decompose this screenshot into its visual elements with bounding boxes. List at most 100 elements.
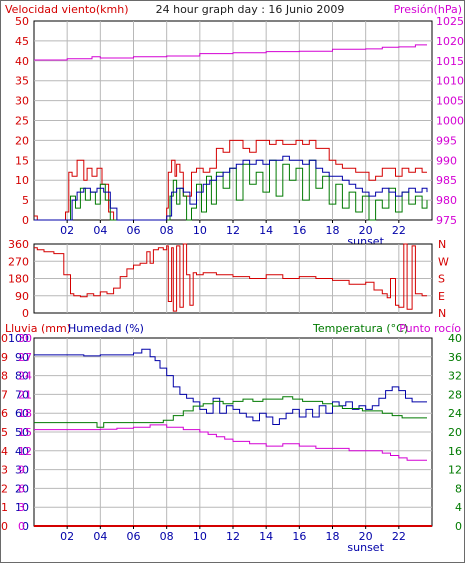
humidity-ytick-label-7: 70 xyxy=(15,388,29,401)
pressure-ytick-label-1: 980 xyxy=(436,194,457,207)
temperature-ytick-label-4: 16 xyxy=(448,445,462,458)
pressure-ytick-label-7: 1010 xyxy=(436,75,464,88)
chart-title: 24 hour graph day : 16 Junio 2009 xyxy=(156,3,345,16)
humidity-temperature-series-temperature xyxy=(34,396,427,428)
pressure-ytick-label-10: 1025 xyxy=(436,15,464,28)
rain-ytick-label-1: 1 xyxy=(1,501,8,514)
temperature-ytick-label-6: 24 xyxy=(448,407,462,420)
rain-ytick-label-9: 9 xyxy=(1,351,8,364)
wind-ytick-label-1: 5 xyxy=(22,194,29,207)
pressure-ytick-label-9: 1020 xyxy=(436,35,464,48)
direction-ytick-label-4: 360 xyxy=(8,238,29,251)
direction-compass-label-1: W xyxy=(438,255,449,268)
rain-ytick-label-7: 7 xyxy=(1,388,8,401)
rain-ytick-label-5: 5 xyxy=(1,426,8,439)
wind-ytick-label-10: 50 xyxy=(15,15,29,28)
pressure-ytick-label-8: 1015 xyxy=(436,55,464,68)
dewpoint-left-ytick-label-0: 0 xyxy=(18,520,25,533)
wind-pressure-xtick-label-8: 18 xyxy=(326,224,340,237)
temperature-ytick-label-2: 8 xyxy=(455,482,462,495)
direction-ytick-label-2: 180 xyxy=(8,273,29,286)
temperature-ytick-label-1: 4 xyxy=(455,501,462,514)
humidity-temperature-xtick-label-6: 14 xyxy=(259,530,273,543)
rain-ytick-label-6: 6 xyxy=(1,407,8,420)
wind-axis-title: Velocidad viento(kmh) xyxy=(5,3,129,16)
dewpoint-axis-title: Punto rocío xyxy=(399,322,461,335)
rain-ytick-label-2: 2 xyxy=(1,482,8,495)
humidity-axis-title: Humedad (%) xyxy=(68,322,144,335)
direction-compass-label-4: N xyxy=(438,307,446,320)
dewpoint-left-ytick-label-1: 3 xyxy=(18,501,25,514)
pressure-ytick-label-0: 975 xyxy=(436,214,457,227)
wind-direction-series xyxy=(34,243,427,312)
wind-pressure-xtick-label-7: 16 xyxy=(292,224,306,237)
humidity-temperature-xtick-label-3: 08 xyxy=(160,530,174,543)
wind-ytick-label-8: 40 xyxy=(15,55,29,68)
humidity-ytick-label-5: 50 xyxy=(15,426,29,439)
wind-ytick-label-7: 35 xyxy=(15,75,29,88)
wind-pressure-series-wind-avg xyxy=(34,155,428,221)
temperature-axis-title: Temperatura (°C) xyxy=(312,322,408,335)
rain-ytick-label-3: 3 xyxy=(1,464,8,477)
wind-pressure-xtick-label-2: 06 xyxy=(127,224,141,237)
humidity-temperature-xtick-label-7: 16 xyxy=(292,530,306,543)
pressure-axis-title: Presión(hPa) xyxy=(394,3,462,16)
direction-ytick-label-0: 0 xyxy=(22,307,29,320)
humidity-temperature-xtick-label-1: 04 xyxy=(93,530,107,543)
humidity-ytick-label-1: 10 xyxy=(15,501,29,514)
rain-ytick-label-10: 10 xyxy=(1,332,8,345)
temperature-ytick-label-3: 12 xyxy=(448,464,462,477)
rain-ytick-label-0: 0 xyxy=(1,520,8,533)
humidity-temperature-xtick-label-8: 18 xyxy=(326,530,340,543)
direction-compass-label-3: E xyxy=(438,290,445,303)
direction-ytick-label-1: 90 xyxy=(15,290,29,303)
humidity-temperature-xtick-sunset-label: sunset xyxy=(347,541,384,554)
pressure-ytick-label-6: 1005 xyxy=(436,95,464,108)
humidity-ytick-label-4: 40 xyxy=(15,445,29,458)
wind-pressure-xtick-label-4: 10 xyxy=(193,224,207,237)
wind-pressure-xtick-label-9: 20 xyxy=(359,224,373,237)
dewpoint-left-ytick-label-6: 18 xyxy=(18,407,32,420)
wind-pressure-xtick-label-0: 02 xyxy=(60,224,74,237)
wind-ytick-label-6: 30 xyxy=(15,95,29,108)
humidity-temperature-xtick-label-0: 02 xyxy=(60,530,74,543)
humidity-ytick-label-2: 20 xyxy=(15,482,29,495)
temperature-ytick-label-10: 40 xyxy=(448,332,462,345)
humidity-temperature-series-dewpoint xyxy=(34,424,427,461)
direction-compass-label-0: N xyxy=(438,238,446,251)
dewpoint-left-ytick-label-5: 15 xyxy=(18,426,32,439)
rain-axis-title: Lluvia (mm) xyxy=(5,322,71,335)
humidity-ytick-label-0: 0 xyxy=(22,520,29,533)
dewpoint-left-ytick-label-10: 30 xyxy=(18,332,32,345)
temperature-ytick-label-7: 28 xyxy=(448,388,462,401)
dewpoint-left-ytick-label-7: 21 xyxy=(18,388,32,401)
wind-pressure-xtick-label-6: 14 xyxy=(259,224,273,237)
humidity-ytick-label-3: 30 xyxy=(15,464,29,477)
dewpoint-left-ytick-label-9: 27 xyxy=(18,351,32,364)
pressure-ytick-label-3: 990 xyxy=(436,154,457,167)
wind-pressure-xtick-label-1: 04 xyxy=(93,224,107,237)
humidity-temperature-xtick-label-9: 20 xyxy=(359,530,373,543)
wind-pressure-series-wind-gust xyxy=(34,139,427,221)
wind-pressure-xtick-label-3: 08 xyxy=(160,224,174,237)
wind-ytick-label-3: 15 xyxy=(15,154,29,167)
wind-ytick-label-4: 20 xyxy=(15,134,29,147)
humidity-temperature-series-humidity xyxy=(34,348,427,425)
dewpoint-left-ytick-label-3: 9 xyxy=(18,464,25,477)
humidity-temperature-xtick-label-4: 10 xyxy=(193,530,207,543)
pressure-ytick-label-2: 985 xyxy=(436,174,457,187)
temperature-ytick-label-0: 0 xyxy=(455,520,462,533)
pressure-ytick-label-4: 995 xyxy=(436,134,457,147)
dewpoint-left-ytick-label-4: 12 xyxy=(18,445,32,458)
wind-ytick-label-2: 10 xyxy=(15,174,29,187)
temperature-ytick-label-9: 36 xyxy=(448,351,462,364)
rain-ytick-label-4: 4 xyxy=(1,445,8,458)
direction-ytick-label-3: 270 xyxy=(8,255,29,268)
humidity-ytick-label-8: 80 xyxy=(15,370,29,383)
humidity-temperature-xtick-label-5: 12 xyxy=(226,530,240,543)
humidity-ytick-label-6: 60 xyxy=(15,407,29,420)
direction-compass-label-2: S xyxy=(438,273,445,286)
rain-ytick-label-8: 8 xyxy=(1,370,8,383)
dewpoint-left-ytick-label-8: 24 xyxy=(18,370,32,383)
